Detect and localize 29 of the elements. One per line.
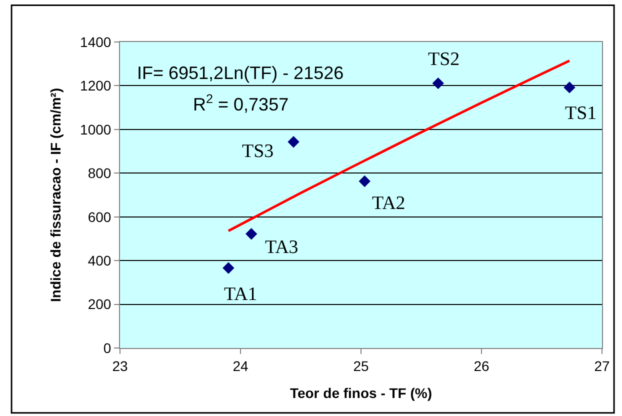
annotation: R$^{2}$ = 0,7357 [193, 92, 289, 115]
point [245, 228, 258, 240]
y-tick-label: 600 [88, 208, 112, 225]
x-tick-label: 24 [232, 358, 248, 374]
y-tick-label: 400 [88, 252, 112, 268]
y-axis-title: Indice de fissuracao - IF (cm/m²) [48, 88, 64, 302]
x-tick-label: 26 [474, 358, 490, 374]
x-tick-label: 25 [353, 358, 369, 374]
y-tick-label: 1200 [80, 78, 112, 94]
annotation: TA1 [224, 284, 258, 305]
annotation: TA2 [372, 193, 406, 214]
annotation: TS2 [428, 49, 460, 70]
point [288, 136, 300, 148]
y-tick-label: 1400 [80, 34, 112, 50]
point [358, 175, 370, 188]
x-tick-label: 23 [112, 358, 128, 374]
point [222, 262, 234, 274]
annotation: IF= 6951,2Ln(TF) - 21526 [137, 63, 344, 83]
point [432, 77, 444, 90]
y-tick-label: 200 [88, 296, 112, 312]
annotation: TS3 [242, 141, 274, 162]
y-tick-label: 1000 [80, 121, 112, 138]
y-tick-label: 0 [103, 340, 112, 356]
x-axis-title: Teor de finos - TF (%) [290, 385, 432, 402]
annotation: TA3 [265, 237, 298, 258]
annotation: TS1 [565, 103, 597, 124]
x-tick-label: 27 [594, 358, 610, 374]
point [564, 82, 576, 94]
y-tick-label: 800 [88, 165, 112, 182]
